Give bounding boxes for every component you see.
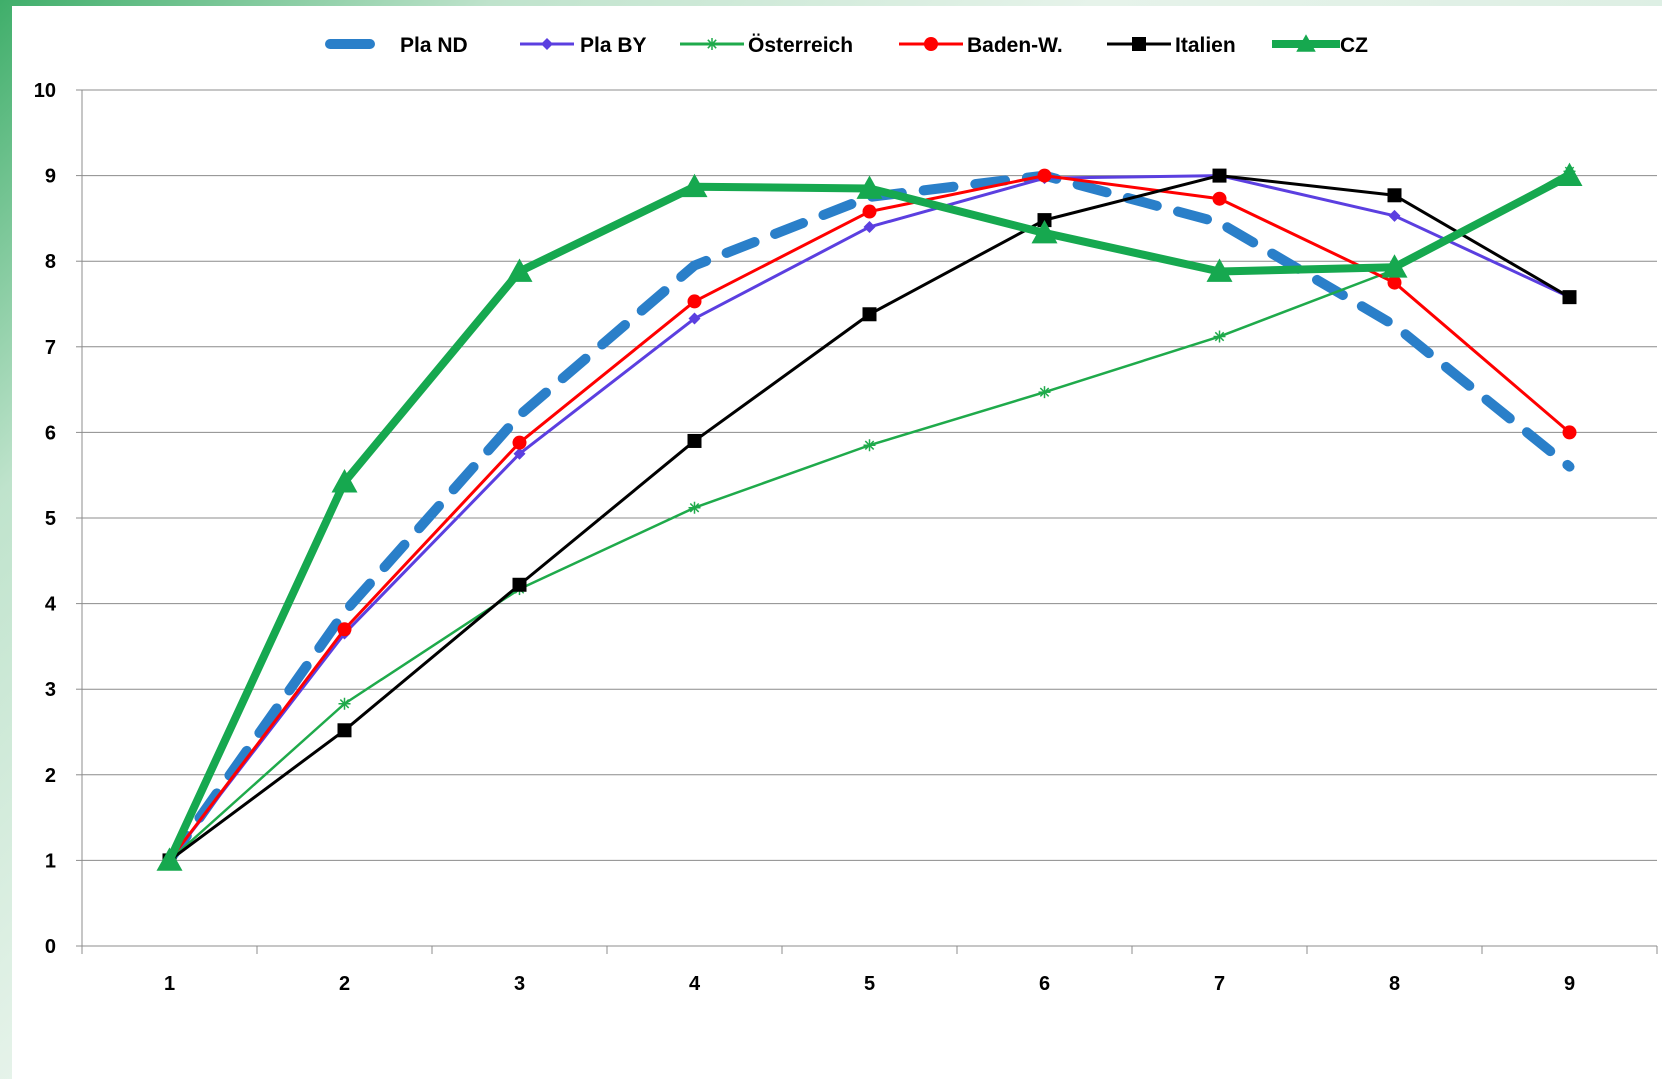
legend: Pla ND Pla BY Österreich Baden-W. Italien CZ	[325, 34, 1368, 57]
legend-item: Italien	[1107, 34, 1236, 57]
data-point-marker	[506, 258, 533, 282]
data-point-marker	[337, 622, 352, 637]
axes: 0 1 2 3 4 5 6 7 8 9 10 1 2 3 4 5 6 7 8 9	[34, 80, 1658, 995]
y-tick-label: 9	[45, 166, 56, 188]
series-line	[168, 170, 1571, 862]
chart-frame: 0 1 2 3 4 5 6 7 8 9 10 1 2 3 4 5 6 7 8 9 Pla ND Pla BY Österr…	[12, 6, 1662, 1079]
y-tick-label: 1	[45, 850, 56, 872]
data-point-marker	[338, 697, 351, 710]
series-cz	[156, 162, 1583, 871]
legend-item: Pla ND	[325, 34, 468, 57]
data-point-marker	[862, 307, 877, 322]
x-tick-label: 9	[1564, 973, 1575, 995]
y-tick-label: 8	[45, 251, 56, 273]
data-point-marker	[924, 37, 938, 51]
data-point-marker	[512, 435, 527, 450]
data-point-marker	[1038, 386, 1051, 399]
data-point-marker	[1388, 209, 1401, 222]
y-tick-label: 0	[45, 936, 56, 958]
y-tick-label: 2	[45, 765, 56, 787]
data-point-marker	[1132, 37, 1146, 51]
x-tick-label: 6	[1039, 973, 1050, 995]
data-point-marker	[541, 38, 553, 50]
data-point-marker	[1387, 188, 1402, 203]
data-point-marker	[688, 501, 701, 514]
data-point-marker	[1212, 191, 1227, 206]
legend-label: CZ	[1340, 34, 1368, 57]
x-tick-label: 7	[1214, 973, 1225, 995]
data-point-marker	[862, 204, 877, 219]
y-tick-label: 4	[45, 594, 57, 616]
y-tick-label: 3	[45, 679, 56, 701]
data-point-marker	[512, 577, 527, 592]
data-point-marker	[1212, 168, 1227, 183]
y-tick-label: 6	[45, 422, 56, 444]
legend-item: Baden-W.	[899, 34, 1063, 57]
data-point-marker	[337, 723, 352, 738]
x-tick-label: 5	[864, 973, 875, 995]
series-baden-w-	[162, 168, 1577, 868]
data-point-marker	[856, 175, 883, 199]
x-tick-label: 2	[339, 973, 350, 995]
data-point-marker	[1387, 275, 1402, 290]
data-point-marker	[513, 447, 526, 460]
x-tick-label: 1	[164, 973, 175, 995]
data-point-marker	[687, 294, 702, 309]
legend-item: Pla BY	[520, 34, 647, 57]
data-point-marker	[1562, 425, 1577, 440]
y-tick-label: 10	[34, 80, 56, 102]
x-tick-label: 8	[1389, 973, 1400, 995]
data-point-marker	[1296, 34, 1316, 52]
x-tick-label: 3	[514, 973, 525, 995]
series-lines	[156, 162, 1583, 871]
legend-label: Österreich	[748, 34, 853, 57]
legend-label: Italien	[1175, 34, 1236, 57]
data-point-marker	[687, 433, 702, 448]
y-tick-label: 5	[45, 508, 56, 530]
data-point-marker	[156, 847, 183, 871]
data-point-marker	[1206, 258, 1233, 282]
data-point-marker	[331, 469, 358, 493]
data-point-marker	[1556, 162, 1583, 186]
data-point-marker	[681, 173, 708, 198]
data-point-marker	[1037, 168, 1052, 183]
data-point-marker	[1213, 330, 1226, 343]
data-point-marker	[688, 312, 701, 325]
data-point-marker	[1562, 290, 1577, 305]
data-point-marker	[863, 439, 876, 452]
data-point-marker	[1031, 219, 1058, 244]
data-point-marker	[1381, 254, 1408, 278]
x-tick-label: 4	[689, 973, 701, 995]
data-point-marker	[706, 38, 718, 50]
y-tick-label: 7	[45, 337, 56, 359]
legend-item: CZ	[1272, 34, 1368, 57]
line-chart: 0 1 2 3 4 5 6 7 8 9 10 1 2 3 4 5 6 7 8 9 Pla ND Pla BY Österr…	[34, 34, 1658, 995]
legend-label: Pla BY	[580, 34, 647, 57]
legend-label: Baden-W.	[967, 34, 1063, 57]
legend-label: Pla ND	[400, 34, 468, 57]
data-point-marker	[863, 220, 876, 233]
legend-item: Österreich	[680, 34, 853, 57]
